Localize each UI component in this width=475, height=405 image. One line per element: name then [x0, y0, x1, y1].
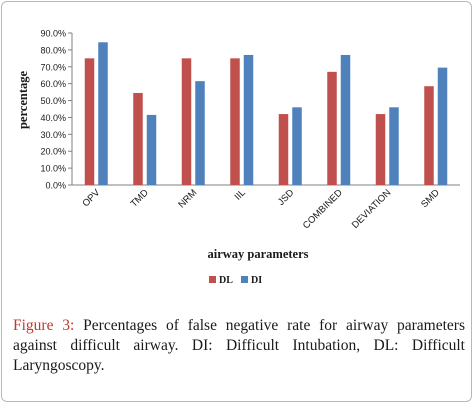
bar-di-smd	[437, 67, 448, 185]
caption-label: Figure 3:	[13, 317, 75, 334]
y-tick-label: 40.0%	[40, 113, 66, 123]
x-tick-label: NRM	[176, 187, 199, 210]
y-tick-label: 60.0%	[40, 79, 66, 89]
bar-dl-nrm	[181, 58, 192, 186]
x-tick-label: JSD	[276, 187, 297, 208]
bar-di-deviation	[389, 107, 399, 185]
bar-dl-iil	[230, 58, 240, 186]
bar-di-nrm	[195, 81, 205, 185]
legend: DL DI	[209, 275, 262, 286]
y-axis-label: percentage	[16, 71, 30, 130]
x-axis-label: airway parameters	[207, 247, 308, 261]
bar-dl-combined	[327, 71, 337, 185]
bar-di-tmd	[146, 114, 157, 185]
x-axis-ticks: OPV TMD NRM IIL JSD COMBINED DEVIATION SMD	[80, 187, 442, 231]
bar-di-jsd	[292, 107, 302, 185]
y-tick-label: 50.0%	[40, 96, 66, 106]
bar-dl-opv	[84, 58, 95, 186]
x-tick-label: SMD	[419, 187, 442, 210]
legend-label-di: DI	[251, 275, 262, 286]
y-tick-label: 90.0%	[40, 29, 66, 39]
bar-dl-jsd	[278, 114, 289, 185]
bar-di-iil	[243, 54, 254, 186]
y-tick-label: 70.0%	[40, 62, 66, 72]
x-tick-label: TMD	[129, 187, 151, 209]
y-tick-label: 20.0%	[40, 147, 66, 157]
y-tick-label: 0.0%	[45, 181, 66, 191]
y-tick-label: 10.0%	[40, 164, 66, 174]
x-tick-label: OPV	[80, 187, 102, 209]
bars	[84, 42, 448, 186]
y-axis-ticks: 0.0% 10.0% 20.0% 30.0% 40.0% 50.0% 60.0% 70.0% 8…	[40, 29, 72, 191]
bar-dl-smd	[424, 86, 434, 185]
x-tick-label: DEVIATION	[350, 187, 394, 231]
bar-di-combined	[340, 54, 351, 186]
figure-caption: Figure 3: Percentages of false negative …	[13, 316, 465, 376]
caption-text: Percentages of false negative rate for a…	[13, 317, 465, 374]
y-tick-label: 30.0%	[40, 130, 66, 140]
bar-chart: 0.0% 10.0% 20.0% 30.0% 40.0% 50.0% 60.0% 70.0% 8…	[16, 29, 460, 286]
bar-di-opv	[98, 42, 108, 186]
bar-dl-deviation	[375, 114, 386, 185]
x-tick-label: IIL	[233, 187, 248, 202]
y-tick-label: 80.0%	[40, 45, 66, 55]
legend-swatch-dl	[209, 276, 216, 283]
legend-label-dl: DL	[219, 275, 233, 286]
bar-dl-tmd	[133, 92, 143, 185]
x-tick-label: COMBINED	[301, 187, 345, 231]
legend-swatch-di	[241, 276, 248, 283]
